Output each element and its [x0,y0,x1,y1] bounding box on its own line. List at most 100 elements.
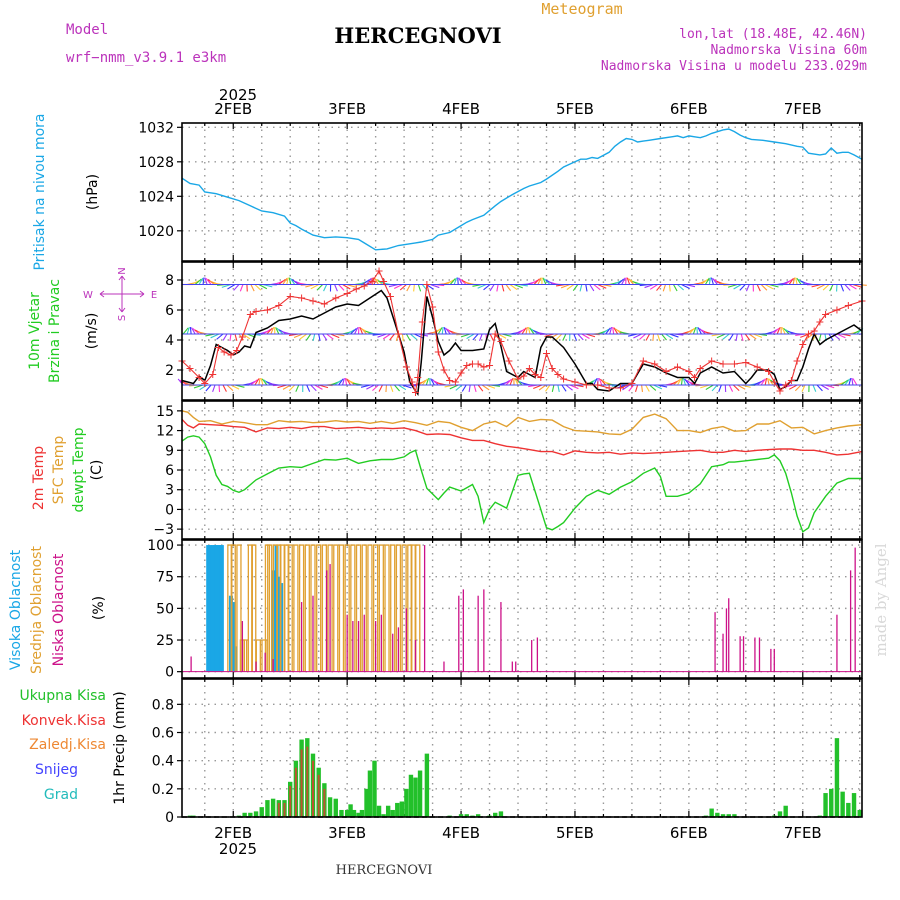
wind-gust-marker [423,281,431,288]
wind-direction-arrow [680,377,683,386]
wind-gust-marker [560,375,568,383]
wind-direction-arrow [282,384,292,390]
wind-gust-marker [742,359,750,366]
wind-direction-arrow [852,329,862,335]
convective-precip-bar [294,767,297,817]
legend-snow: Snijeg [35,762,78,778]
wind-direction-arrow [288,277,292,285]
convective-precip-bar [277,802,280,817]
wind-direction-arrow [459,278,467,285]
mid-cloud-bar [395,544,402,672]
wind-direction-arrow [805,333,814,340]
pressure-panel-border [181,122,863,262]
subtitle: Meteogram [541,0,622,18]
wind-direction-arrow [681,284,690,290]
year-label-top: 2025 [219,86,257,104]
wind-direction-arrow [334,284,338,292]
wind-direction-arrow [682,377,686,386]
precip-panel-background [182,679,862,817]
wind-direction-arrow [295,384,300,392]
wind-direction-arrow [262,329,271,335]
wind-direction-arrow [589,284,595,292]
y-tick-label: 6 [165,463,174,479]
model-name: wrf−nmm_v3.9.1 e3km [66,50,226,66]
wind-direction-arrow [190,280,200,285]
wind-direction-arrow [360,327,367,335]
wind-gust-marker [673,363,681,371]
wind-direction-arrow [822,284,830,291]
high-cloud-title: Visoka Oblacnost [8,549,24,670]
wind-gust-marker [463,362,471,369]
wind-direction-arrow [669,333,679,338]
wind-gust-marker [582,381,590,389]
wind-direction-arrow [389,333,395,341]
y-tick-label: 15 [156,404,174,420]
wind-direction-arrow [712,277,718,285]
pressure-title: Pritisak na nivou mora [32,113,48,270]
wind-gust-marker [730,360,738,368]
wind-gust-marker [662,368,670,375]
wind-direction-arrow [533,384,543,390]
wind-direction-arrow [657,333,661,341]
wind-direction-arrow [718,384,722,392]
wind-direction-arrow [517,328,526,335]
wind-gust-marker [286,293,294,300]
wind-direction-arrow [515,378,523,386]
mid-cloud-bar [267,544,273,672]
wind-gust-line [181,269,863,393]
date-label-top: 6FEB [670,100,708,118]
legend-freezing-rain: Zaledj.Kisa [29,737,106,753]
wind-direction-arrow [521,327,527,335]
wind-gust-marker [548,365,556,372]
wind-direction-arrow [229,333,232,342]
wind-direction-arrow [818,333,822,342]
compass-east: E [151,290,157,301]
wind-gust-marker [776,387,784,395]
wind-direction-arrow [198,277,204,285]
wind-gust-marker [214,344,222,351]
wind-direction-arrow [330,333,340,339]
mid-cloud-bar [361,544,367,672]
wind-direction-arrow [562,333,567,341]
y-tick-label: 1032 [138,120,174,136]
wind-direction-arrow [444,327,451,335]
wind-direction-arrow [573,333,578,341]
temperature-panel-border [181,400,863,540]
wind-direction-arrow [316,284,324,291]
wind-direction-arrow [848,377,852,386]
wind-gust-marker [418,318,426,326]
wind-direction-arrow [222,333,228,341]
wind-direction-arrow [359,327,364,335]
date-label-bottom: 4FEB [442,824,480,842]
wind-direction-arrow [429,377,431,386]
wind-direction-arrow [840,284,845,292]
wind-gust-marker [360,282,368,290]
wind-direction-arrow [613,279,623,285]
wind-direction-arrow [612,326,615,335]
date-label-top: 5FEB [556,100,594,118]
wind-gust-marker [765,368,773,375]
wind-direction-arrow [374,277,379,285]
wind-gust-marker [708,357,716,365]
wind-direction-arrow [600,378,607,386]
mid-cloud-bar [230,544,236,672]
clouds-panel: 0 25 50 75 100 Visoka Oblacnost Srednja Oblacn… [8,538,863,681]
total-precip-bar [498,811,504,817]
date-label-top: 4FEB [442,100,480,118]
wind-direction-arrow [739,284,746,291]
pressure-line [181,128,863,251]
wind-direction-arrow [653,384,663,390]
wind-gust-marker [753,363,761,371]
total-precip-bar [242,812,247,817]
total-precip-bar [372,760,377,817]
wind-direction-arrow [543,278,551,285]
wind-gust-marker [227,351,235,359]
wind-direction-arrow [406,284,411,292]
mid-cloud-bar [310,544,316,672]
wind-direction-arrow [685,328,694,335]
wind-direction-arrow [649,384,657,391]
convective-precip-bar [289,786,292,817]
mid-cloud-bar [316,544,322,672]
wind-gust-marker [804,330,812,338]
wind-gust-marker [220,348,228,356]
